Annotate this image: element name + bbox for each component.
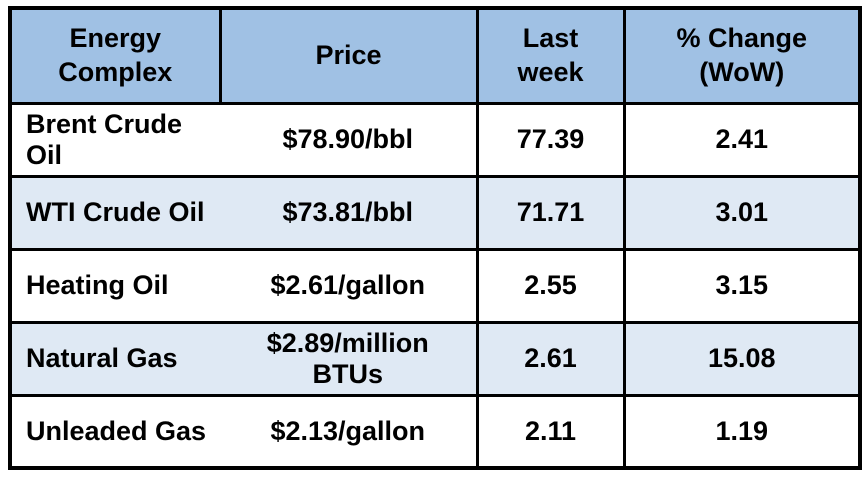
- cell-last-week: 77.39: [475, 101, 626, 178]
- cell-commodity: Heating Oil: [8, 247, 220, 324]
- table-row-natural-gas: Natural Gas $2.89/million BTUs 2.61 15.0…: [8, 320, 862, 397]
- col-header-pct-change-wow: % Change (WoW): [622, 6, 862, 105]
- cell-pct-change-wow: 3.01: [622, 174, 862, 251]
- cell-pct-change-wow: 2.41: [622, 101, 862, 178]
- table-body: Brent Crude Oil $78.90/bbl 77.39 2.41 WT…: [8, 101, 862, 470]
- cell-last-week: 2.61: [475, 320, 626, 397]
- cell-last-week: 71.71: [475, 174, 626, 251]
- cell-pct-change-wow: 1.19: [622, 393, 862, 470]
- energy-price-table: Energy Complex Price Last week % Change …: [8, 6, 862, 470]
- cell-pct-change-wow: 15.08: [622, 320, 862, 397]
- col-header-energy-complex: Energy Complex: [8, 6, 222, 105]
- cell-price: $2.61/gallon: [220, 247, 479, 324]
- table-header: Energy Complex Price Last week % Change …: [8, 6, 862, 105]
- cell-commodity: Unleaded Gas: [8, 393, 220, 470]
- table-row-heating-oil: Heating Oil $2.61/gallon 2.55 3.15: [8, 247, 862, 324]
- cell-price: $2.89/million BTUs: [220, 320, 479, 397]
- header-row: Energy Complex Price Last week % Change …: [8, 6, 862, 105]
- col-header-price: Price: [218, 6, 479, 105]
- cell-price: $2.13/gallon: [220, 393, 479, 470]
- cell-price: $78.90/bbl: [220, 101, 479, 178]
- cell-price: $73.81/bbl: [220, 174, 479, 251]
- table-row-unleaded-gas: Unleaded Gas $2.13/gallon 2.11 1.19: [8, 393, 862, 470]
- cell-last-week: 2.55: [475, 247, 626, 324]
- cell-commodity: Natural Gas: [8, 320, 220, 397]
- cell-pct-change-wow: 3.15: [622, 247, 862, 324]
- table-row-wti-crude-oil: WTI Crude Oil $73.81/bbl 71.71 3.01: [8, 174, 862, 251]
- col-header-last-week: Last week: [475, 6, 626, 105]
- cell-commodity: WTI Crude Oil: [8, 174, 220, 251]
- cell-commodity: Brent Crude Oil: [8, 101, 220, 178]
- table-row-brent-crude-oil: Brent Crude Oil $78.90/bbl 77.39 2.41: [8, 101, 862, 178]
- cell-last-week: 2.11: [475, 393, 626, 470]
